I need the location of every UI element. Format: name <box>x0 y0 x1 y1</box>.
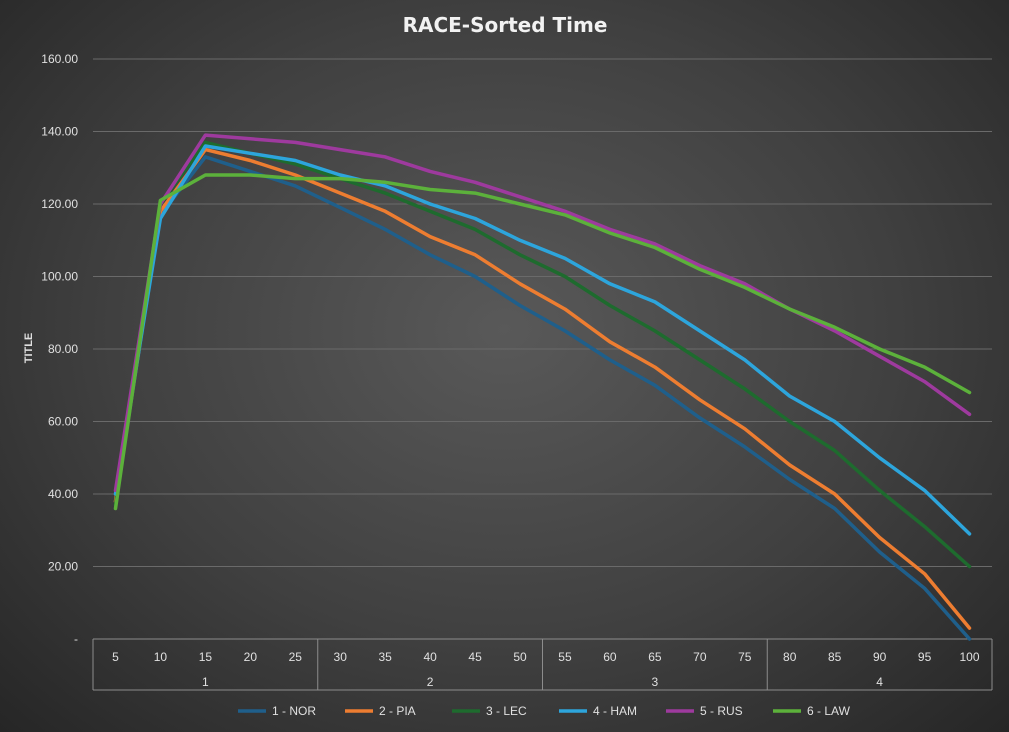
x-group-label: 4 <box>876 675 883 689</box>
x-tick-label: 75 <box>738 650 752 664</box>
y-tick-label: 100.00 <box>41 270 78 284</box>
x-group-label: 3 <box>652 675 659 689</box>
y-tick-label: 80.00 <box>48 342 78 356</box>
x-tick-label: 80 <box>783 650 797 664</box>
x-group-label: 1 <box>202 675 209 689</box>
series-line-1-nor <box>113 155 972 641</box>
x-tick-label: 100 <box>960 650 980 664</box>
x-axis: 5 10 15 20 25 30 35 40 45 50 55 60 65 70 75 80 85 90 95 100… <box>92 639 993 691</box>
y-axis-label: TITLE <box>23 333 35 364</box>
series-line-4-ham <box>113 144 972 536</box>
x-tick-label: 45 <box>468 650 482 664</box>
x-tick-label: 85 <box>828 650 842 664</box>
legend-label: 5 - RUS <box>700 704 743 718</box>
x-tick-label: 70 <box>693 650 707 664</box>
y-tick-label: - <box>74 632 78 646</box>
y-tick-label: 40.00 <box>48 487 78 501</box>
x-tick-label: 25 <box>289 650 303 664</box>
x-tick-label: 60 <box>603 650 617 664</box>
legend: 1 - NOR 2 - PIA 3 - LEC 4 - HAM 5 - RUS 6 - L… <box>238 704 851 718</box>
y-tick-label: 160.00 <box>41 52 78 66</box>
x-tick-label: 35 <box>378 650 392 664</box>
legend-label: 4 - HAM <box>593 704 637 718</box>
legend-label: 1 - NOR <box>272 704 316 718</box>
x-tick-label: 55 <box>558 650 572 664</box>
x-tick-label: 40 <box>423 650 437 664</box>
legend-label: 2 - PIA <box>379 704 416 718</box>
legend-label: 6 - LAW <box>807 704 851 718</box>
series-line-5-rus <box>113 133 972 493</box>
plot-area <box>113 133 972 641</box>
y-axis: - 20.00 40.00 60.00 80.00 100.00 120.00 140.00 1… <box>41 52 78 646</box>
x-tick-label: 30 <box>334 650 348 664</box>
x-tick-label: 50 <box>513 650 527 664</box>
series-line-6-law <box>113 173 972 511</box>
x-tick-label: 15 <box>199 650 213 664</box>
grid <box>93 58 992 640</box>
y-tick-label: 120.00 <box>41 197 78 211</box>
y-tick-label: 20.00 <box>48 560 78 574</box>
y-tick-label: 60.00 <box>48 415 78 429</box>
x-tick-label: 5 <box>112 650 119 664</box>
x-tick-label: 20 <box>244 650 258 664</box>
series-line-2-pia <box>113 147 972 630</box>
x-tick-label: 65 <box>648 650 662 664</box>
x-tick-label: 90 <box>873 650 887 664</box>
x-tick-label: 95 <box>918 650 932 664</box>
x-tick-label: 10 <box>154 650 168 664</box>
chart-title: RACE-Sorted Time <box>403 13 608 37</box>
x-group-label: 2 <box>427 675 434 689</box>
legend-label: 3 - LEC <box>486 704 527 718</box>
y-tick-label: 140.00 <box>41 125 78 139</box>
